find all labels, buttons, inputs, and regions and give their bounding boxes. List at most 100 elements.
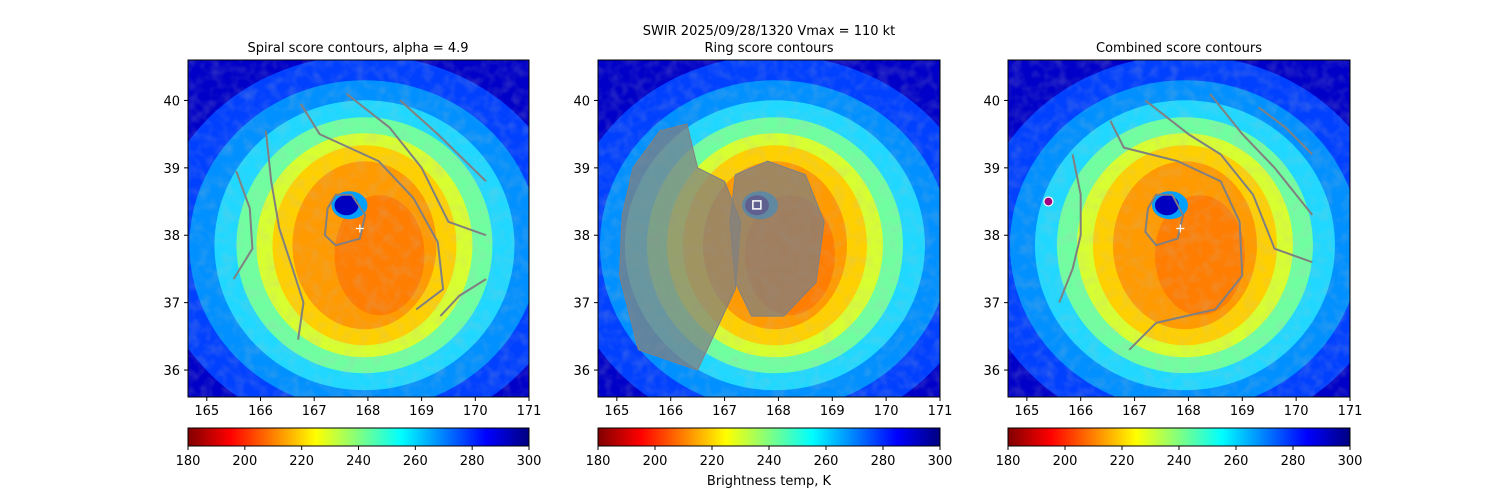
panel-spiral: Spiral score contours, alpha = 4.9 165 16… xyxy=(163,41,542,469)
x-tick-label: 167 xyxy=(302,404,327,419)
extra-marker-octagon xyxy=(1043,196,1054,207)
colorbar-tick-label: 180 xyxy=(996,454,1021,469)
y-tick-label: 37 xyxy=(163,297,180,312)
x-tick-label: 169 xyxy=(1230,404,1255,419)
y-tick-label: 38 xyxy=(163,229,180,244)
x-tick-label: 168 xyxy=(1176,404,1201,419)
x-tick-label: 165 xyxy=(1014,404,1039,419)
colorbar-tick-label: 200 xyxy=(232,454,257,469)
colorbar-tick-label: 240 xyxy=(757,454,782,469)
contour-spiral-arc-west xyxy=(232,170,254,280)
x-tick-label: 170 xyxy=(1284,404,1309,419)
contour-spiral-arc-main xyxy=(299,103,445,311)
axes: 165 166 167 168 169 170 171 36 37 38 39 40 xyxy=(573,59,953,419)
x-tick-label: 171 xyxy=(517,404,542,419)
y-tick-label: 39 xyxy=(983,162,1000,177)
axes: 165 166 167 168 169 170 171 36 37 38 39 40 xyxy=(163,59,542,419)
figure-suptitle: SWIR 2025/09/28/1320 Vmax = 110 kt xyxy=(643,24,896,39)
x-tick-label: 165 xyxy=(194,404,219,419)
colorbar-tick-label: 280 xyxy=(871,454,896,469)
x-tick-label: 171 xyxy=(928,404,953,419)
panel-combined: Combined score contours 165 166 167 168 169 1… xyxy=(983,41,1363,469)
contour-layer xyxy=(232,92,487,340)
colorbar-gradient xyxy=(597,427,941,447)
y-tick-label: 37 xyxy=(573,297,590,312)
colorbar-tick-label: 300 xyxy=(928,454,953,469)
y-tick-label: 36 xyxy=(163,364,180,379)
contour-combined-arc-west xyxy=(1058,154,1082,303)
heatmap-layer xyxy=(1008,60,1350,397)
colorbar-tick-label: 280 xyxy=(460,454,485,469)
x-tick-label: 166 xyxy=(658,404,683,419)
x-tick-label: 170 xyxy=(463,404,488,419)
contour-layer xyxy=(619,123,825,371)
colorbar-tick-label: 260 xyxy=(403,454,428,469)
colorbar-tick-label: 240 xyxy=(346,454,371,469)
center-marker-plus xyxy=(355,224,364,233)
contour-spiral-arc-east xyxy=(345,92,487,237)
x-tick-label: 165 xyxy=(604,404,629,419)
x-tick-label: 170 xyxy=(874,404,899,419)
x-tick-label: 168 xyxy=(355,404,380,419)
y-tick-label: 40 xyxy=(163,94,180,109)
center-marker-plus xyxy=(1176,224,1185,233)
y-tick-label: 40 xyxy=(983,94,1000,109)
colorbar-label: Brightness temp, K xyxy=(707,474,832,489)
eye-core xyxy=(1154,195,1179,216)
center-marker-square xyxy=(752,200,762,210)
colorbar-tick-label: 200 xyxy=(1053,454,1078,469)
x-tick-label: 171 xyxy=(1338,404,1363,419)
y-tick-label: 38 xyxy=(983,229,1000,244)
colorbar: 180 200 220 240 260 280 300 xyxy=(176,427,542,469)
colorbar-gradient xyxy=(187,427,530,447)
heatmap-layer xyxy=(188,60,529,397)
colorbar-tick-label: 300 xyxy=(1338,454,1363,469)
colorbar-tick-label: 260 xyxy=(1224,454,1249,469)
colorbar: 180 200 220 240 260 280 300 xyxy=(586,427,953,469)
colorbar-tick-label: 240 xyxy=(1167,454,1192,469)
colorbar-tick-label: 200 xyxy=(643,454,668,469)
colorbar-tick-label: 180 xyxy=(176,454,201,469)
panel-title: Ring score contours xyxy=(704,41,833,56)
contour-spiral-arc-mid xyxy=(264,130,305,340)
colorbar: 180 200 220 240 260 280 300 xyxy=(996,427,1363,469)
eye-core xyxy=(334,195,359,216)
x-tick-label: 166 xyxy=(1068,404,1093,419)
panel-title: Combined score contours xyxy=(1096,41,1262,56)
marker-layer xyxy=(752,200,762,210)
colorbar-tick-label: 280 xyxy=(1281,454,1306,469)
y-tick-label: 37 xyxy=(983,297,1000,312)
x-tick-label: 166 xyxy=(248,404,273,419)
y-tick-label: 36 xyxy=(983,364,1000,379)
colorbar-gradient xyxy=(1007,427,1351,447)
y-tick-label: 39 xyxy=(573,162,590,177)
contour-spiral-arc-far-east xyxy=(399,99,487,183)
panel-ring: Ring score contours 165 166 167 168 169 170 17… xyxy=(573,41,953,489)
y-tick-label: 36 xyxy=(573,364,590,379)
contour-eye-contour xyxy=(323,193,367,247)
colorbar-tick-label: 260 xyxy=(814,454,839,469)
colorbar-tick-label: 220 xyxy=(1110,454,1135,469)
contour-combined-arc-far-east xyxy=(1209,93,1314,216)
marker-layer xyxy=(355,224,364,233)
colorbar-tick-label: 220 xyxy=(700,454,725,469)
marker-layer xyxy=(1043,196,1185,233)
contour-combined-arc-northeast xyxy=(1257,106,1314,156)
contour-combined-arc-mid xyxy=(1109,120,1244,351)
colorbar-tick-label: 220 xyxy=(289,454,314,469)
axes-frame xyxy=(187,59,530,398)
y-tick-label: 39 xyxy=(163,162,180,177)
y-tick-label: 38 xyxy=(573,229,590,244)
colorbar-tick-label: 300 xyxy=(517,454,542,469)
colorbar-tick-label: 180 xyxy=(586,454,611,469)
contour-ring-region-east xyxy=(729,160,825,317)
axes: 165 166 167 168 169 170 171 36 37 38 39 40 xyxy=(983,59,1363,419)
x-tick-label: 168 xyxy=(766,404,791,419)
x-tick-label: 169 xyxy=(820,404,845,419)
y-tick-label: 40 xyxy=(573,94,590,109)
axes-frame xyxy=(1007,59,1351,398)
axes-frame xyxy=(597,59,941,398)
x-tick-label: 169 xyxy=(409,404,434,419)
contour-spiral-arc-southeast xyxy=(439,278,487,317)
